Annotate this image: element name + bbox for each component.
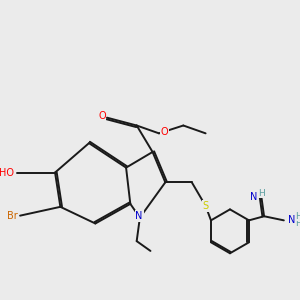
Text: N: N bbox=[288, 215, 295, 225]
Text: H: H bbox=[296, 212, 300, 221]
Text: H: H bbox=[296, 219, 300, 228]
Text: Br: Br bbox=[7, 211, 17, 221]
Text: N: N bbox=[135, 211, 143, 221]
Text: H: H bbox=[258, 189, 265, 198]
Text: O: O bbox=[98, 111, 106, 121]
Text: HO: HO bbox=[0, 167, 14, 178]
Text: N: N bbox=[250, 192, 257, 202]
Text: S: S bbox=[202, 201, 209, 211]
Text: O: O bbox=[160, 127, 168, 137]
